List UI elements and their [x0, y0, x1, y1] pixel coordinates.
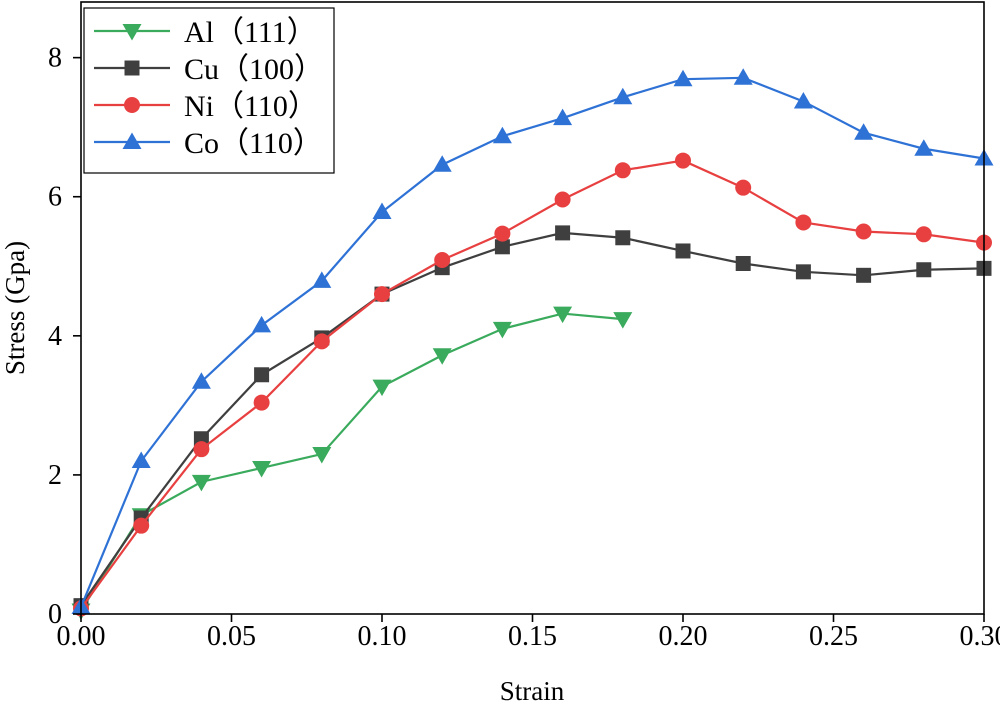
x-tick-label: 0.20 [659, 621, 708, 652]
x-tick-label: 0.05 [207, 621, 256, 652]
data-point [916, 262, 931, 277]
data-point [795, 214, 811, 230]
data-point [676, 243, 691, 258]
data-point [434, 252, 450, 268]
data-point [193, 441, 209, 457]
data-point [736, 256, 751, 271]
data-point [555, 192, 571, 208]
y-tick-label: 6 [48, 182, 62, 213]
data-point [796, 264, 811, 279]
data-point [254, 395, 270, 411]
x-tick-label: 0.15 [508, 621, 557, 652]
x-tick-label: 0.10 [358, 621, 407, 652]
legend-label: Al（111） [184, 16, 317, 49]
data-point [675, 153, 691, 169]
data-point [615, 162, 631, 178]
y-tick-label: 2 [48, 460, 62, 491]
data-point [314, 333, 330, 349]
data-point [133, 518, 149, 534]
legend-label: Ni（110） [184, 90, 318, 123]
legend: Al（111） Cu（100） Ni（110） Co（110） [84, 8, 334, 173]
y-tick-label: 8 [48, 43, 62, 74]
data-point [916, 226, 932, 242]
data-point [615, 230, 630, 245]
data-point [494, 226, 510, 242]
x-tick-label: 0.00 [57, 621, 106, 652]
legend-marker [125, 61, 140, 76]
data-point [856, 224, 872, 240]
legend-marker [124, 97, 140, 113]
legend-label: Co（110） [184, 127, 323, 160]
data-point [254, 367, 269, 382]
x-tick-label: 0.30 [960, 621, 1000, 652]
x-tick-label: 0.25 [809, 621, 858, 652]
data-point [374, 286, 390, 302]
legend-label: Cu（100） [184, 53, 324, 86]
y-tick-label: 0 [48, 599, 62, 630]
data-point [856, 268, 871, 283]
x-axis-title: Strain [500, 676, 565, 706]
data-point [735, 180, 751, 196]
y-tick-label: 4 [48, 321, 62, 352]
data-point [555, 225, 570, 240]
y-axis-title: Stress (Gpa) [0, 241, 30, 375]
